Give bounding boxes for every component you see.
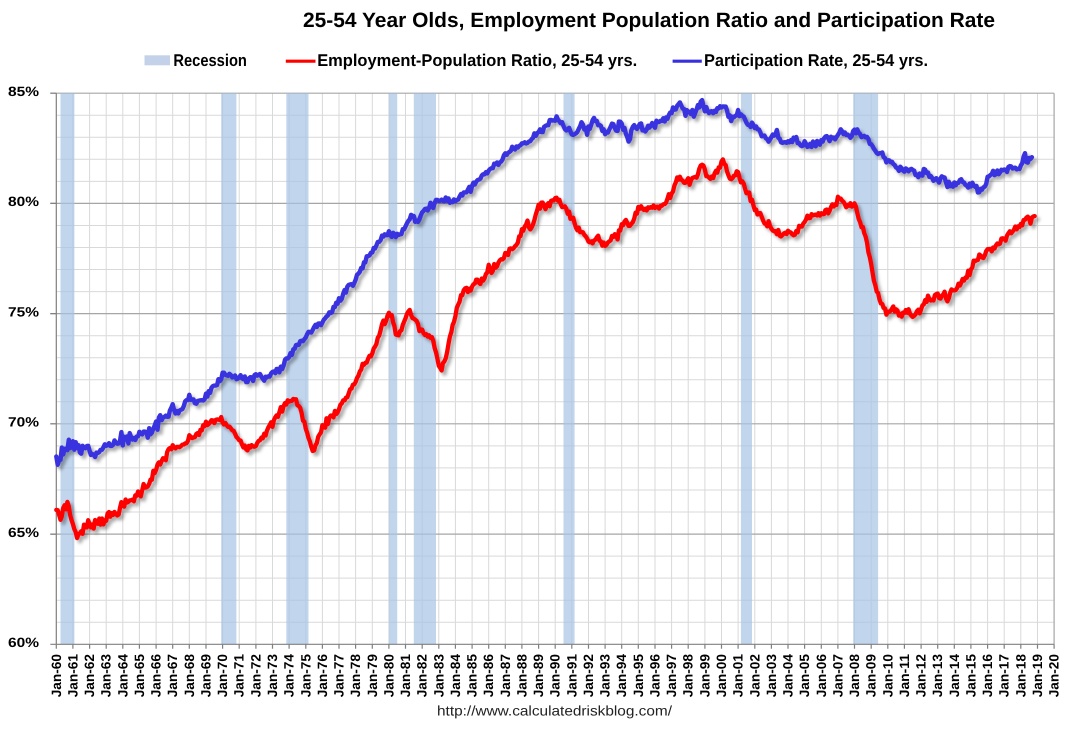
svg-text:Jan-91: Jan-91	[564, 654, 579, 698]
svg-text:Jan-62: Jan-62	[82, 654, 97, 697]
svg-text:Jan-04: Jan-04	[781, 654, 796, 698]
svg-text:Jan-01: Jan-01	[731, 654, 746, 698]
svg-text:Jan-97: Jan-97	[664, 654, 679, 697]
svg-text:Employment-Population Ratio, 2: Employment-Population Ratio, 25-54 yrs.	[317, 51, 637, 70]
svg-text:85%: 85%	[8, 84, 39, 99]
svg-text:http://www.calculatedriskblog.: http://www.calculatedriskblog.com/	[437, 702, 672, 718]
svg-text:Jan-95: Jan-95	[631, 654, 646, 698]
svg-text:Jan-63: Jan-63	[99, 654, 114, 698]
svg-text:Jan-06: Jan-06	[814, 654, 829, 698]
svg-text:Jan-71: Jan-71	[232, 654, 247, 698]
svg-text:Jan-72: Jan-72	[248, 654, 263, 697]
svg-text:Jan-07: Jan-07	[830, 654, 845, 697]
svg-text:Jan-92: Jan-92	[581, 654, 596, 697]
svg-text:Jan-77: Jan-77	[332, 654, 347, 697]
svg-text:80%: 80%	[8, 194, 39, 209]
svg-text:Jan-05: Jan-05	[797, 654, 812, 698]
svg-text:Jan-68: Jan-68	[182, 654, 197, 698]
svg-text:Jan-99: Jan-99	[697, 654, 712, 697]
svg-text:Jan-17: Jan-17	[997, 654, 1012, 697]
svg-text:Jan-89: Jan-89	[531, 654, 546, 697]
svg-text:Jan-14: Jan-14	[947, 654, 962, 698]
svg-text:25-54 Year Olds, Employment Po: 25-54 Year Olds, Employment Population R…	[303, 9, 995, 32]
svg-text:Jan-82: Jan-82	[415, 654, 430, 697]
svg-text:Jan-96: Jan-96	[648, 654, 663, 698]
svg-text:Jan-83: Jan-83	[431, 654, 446, 698]
svg-text:Jan-76: Jan-76	[315, 654, 330, 698]
svg-text:Jan-00: Jan-00	[714, 654, 729, 697]
svg-text:Jan-08: Jan-08	[847, 654, 862, 698]
svg-text:Recession: Recession	[173, 51, 247, 70]
svg-text:Jan-18: Jan-18	[1013, 654, 1028, 698]
svg-text:Jan-69: Jan-69	[199, 654, 214, 697]
svg-text:Jan-85: Jan-85	[465, 654, 480, 698]
svg-text:Jan-93: Jan-93	[598, 654, 613, 698]
svg-text:Jan-60: Jan-60	[49, 654, 64, 697]
svg-text:Jan-15: Jan-15	[963, 654, 978, 698]
svg-text:Jan-64: Jan-64	[115, 654, 130, 698]
svg-text:70%: 70%	[8, 415, 39, 430]
svg-text:Jan-12: Jan-12	[914, 654, 929, 697]
svg-text:Jan-87: Jan-87	[498, 654, 513, 697]
svg-text:Jan-94: Jan-94	[614, 654, 629, 698]
svg-text:Jan-86: Jan-86	[481, 654, 496, 698]
svg-text:75%: 75%	[8, 304, 39, 319]
svg-text:Jan-16: Jan-16	[980, 654, 995, 698]
svg-text:65%: 65%	[8, 525, 39, 540]
svg-text:Jan-75: Jan-75	[298, 654, 313, 698]
svg-text:Jan-79: Jan-79	[365, 654, 380, 697]
svg-text:Jan-61: Jan-61	[65, 654, 80, 698]
svg-text:Jan-66: Jan-66	[149, 654, 164, 698]
svg-text:Jan-02: Jan-02	[747, 654, 762, 697]
svg-text:Jan-65: Jan-65	[132, 654, 147, 698]
svg-text:Jan-88: Jan-88	[514, 654, 529, 698]
svg-text:Jan-84: Jan-84	[448, 654, 463, 698]
svg-text:Jan-98: Jan-98	[681, 654, 696, 698]
svg-text:Jan-81: Jan-81	[398, 654, 413, 698]
svg-text:Jan-67: Jan-67	[165, 654, 180, 697]
svg-text:Jan-11: Jan-11	[897, 653, 912, 697]
svg-text:Jan-70: Jan-70	[215, 654, 230, 697]
svg-text:60%: 60%	[8, 635, 39, 650]
svg-text:Jan-73: Jan-73	[265, 654, 280, 698]
svg-text:Jan-13: Jan-13	[930, 654, 945, 698]
svg-text:Jan-03: Jan-03	[764, 654, 779, 698]
svg-text:Participation Rate, 25-54 yrs.: Participation Rate, 25-54 yrs.	[704, 51, 928, 70]
svg-text:Jan-90: Jan-90	[548, 654, 563, 697]
svg-text:Jan-09: Jan-09	[864, 654, 879, 697]
svg-text:Jan-80: Jan-80	[381, 654, 396, 697]
svg-text:Jan-10: Jan-10	[880, 654, 895, 697]
svg-text:Jan-19: Jan-19	[1030, 654, 1045, 697]
svg-text:Jan-20: Jan-20	[1047, 654, 1062, 697]
svg-text:Jan-74: Jan-74	[282, 654, 297, 698]
svg-text:Jan-78: Jan-78	[348, 654, 363, 698]
